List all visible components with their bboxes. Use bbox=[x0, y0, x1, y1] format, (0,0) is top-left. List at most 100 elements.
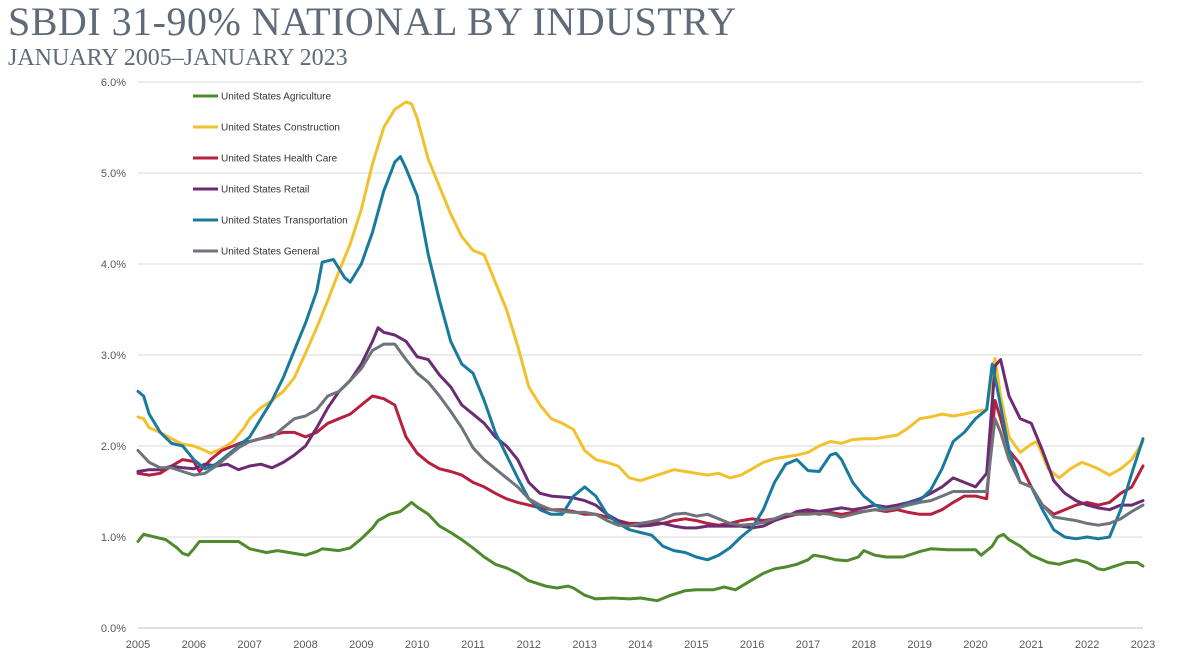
data-point bbox=[712, 589, 714, 591]
data-point bbox=[388, 513, 391, 516]
data-point bbox=[994, 417, 996, 420]
data-point bbox=[343, 276, 346, 279]
data-point bbox=[595, 513, 597, 516]
data-point bbox=[427, 461, 430, 464]
data-point bbox=[315, 427, 318, 429]
data-point bbox=[327, 407, 329, 409]
data-point bbox=[963, 490, 966, 493]
data-point bbox=[349, 379, 352, 382]
data-point bbox=[137, 390, 139, 393]
data-point bbox=[181, 467, 184, 469]
y-tick-label: 5.0% bbox=[101, 168, 126, 180]
x-tick-label: 2023 bbox=[1131, 639, 1155, 651]
data-point bbox=[994, 399, 996, 402]
x-tick-label: 2009 bbox=[349, 639, 373, 651]
data-point bbox=[449, 386, 452, 388]
data-point bbox=[472, 249, 474, 252]
data-point bbox=[516, 501, 519, 504]
x-tick-label: 2010 bbox=[405, 639, 429, 651]
data-point bbox=[999, 358, 1002, 361]
data-point bbox=[544, 585, 547, 587]
data-point bbox=[930, 416, 932, 418]
data-point bbox=[1086, 501, 1088, 504]
data-point bbox=[1030, 422, 1033, 425]
data-point bbox=[572, 428, 575, 431]
data-point bbox=[717, 554, 720, 556]
data-point bbox=[438, 185, 441, 188]
data-point bbox=[226, 456, 229, 458]
data-point bbox=[1142, 565, 1144, 567]
data-point bbox=[628, 477, 631, 479]
data-point bbox=[516, 458, 519, 461]
data-point bbox=[293, 454, 296, 456]
data-point bbox=[684, 518, 686, 520]
data-point bbox=[371, 527, 374, 529]
data-point bbox=[461, 363, 463, 365]
data-point bbox=[394, 108, 396, 111]
data-point bbox=[762, 521, 765, 524]
data-point bbox=[243, 427, 245, 429]
data-point bbox=[773, 457, 776, 460]
data-point bbox=[1142, 437, 1144, 440]
data-point bbox=[1114, 565, 1116, 567]
data-point bbox=[583, 499, 586, 502]
data-point bbox=[829, 508, 832, 511]
data-point bbox=[360, 363, 363, 365]
data-point bbox=[684, 551, 686, 554]
data-point bbox=[796, 513, 798, 516]
data-point bbox=[561, 513, 564, 516]
data-point bbox=[807, 513, 809, 516]
data-point bbox=[930, 513, 932, 516]
data-point bbox=[673, 468, 675, 471]
data-point bbox=[595, 598, 597, 600]
data-point bbox=[204, 449, 206, 452]
data-point bbox=[159, 468, 162, 471]
data-point bbox=[583, 449, 586, 452]
data-point bbox=[695, 589, 698, 591]
legend-item: United States Construction bbox=[193, 123, 340, 134]
legend-item: United States Retail bbox=[193, 185, 309, 196]
data-point bbox=[449, 410, 452, 413]
data-point bbox=[438, 395, 441, 397]
data-point bbox=[438, 374, 441, 376]
x-tick-label: 2022 bbox=[1075, 639, 1099, 651]
data-point bbox=[874, 437, 876, 440]
data-point bbox=[360, 263, 363, 265]
data-point bbox=[148, 427, 150, 429]
data-point bbox=[516, 486, 519, 488]
data-point bbox=[528, 481, 530, 484]
data-point bbox=[1047, 561, 1049, 564]
data-point bbox=[248, 417, 251, 420]
series-line-united-states-general bbox=[136, 342, 1145, 528]
data-point bbox=[438, 299, 441, 302]
data-point bbox=[656, 599, 658, 602]
data-point bbox=[818, 470, 820, 473]
data-point bbox=[327, 299, 329, 302]
gridlines bbox=[138, 81, 1143, 629]
data-point bbox=[985, 490, 988, 493]
y-tick-label: 0.0% bbox=[101, 623, 126, 635]
data-point bbox=[561, 422, 564, 425]
data-point bbox=[606, 516, 608, 518]
data-point bbox=[918, 417, 921, 420]
data-point bbox=[265, 551, 268, 554]
data-point bbox=[997, 390, 999, 393]
data-point bbox=[706, 522, 709, 525]
data-point bbox=[918, 513, 921, 516]
data-point bbox=[483, 254, 486, 256]
data-point bbox=[170, 467, 173, 469]
data-point bbox=[994, 365, 996, 367]
data-point bbox=[221, 540, 223, 543]
data-point bbox=[137, 540, 139, 543]
data-point bbox=[204, 463, 206, 466]
data-point bbox=[248, 548, 251, 550]
data-point bbox=[494, 281, 497, 284]
data-point bbox=[1131, 504, 1133, 506]
data-point bbox=[1131, 486, 1133, 488]
data-point bbox=[304, 352, 307, 355]
data-point bbox=[204, 468, 206, 470]
data-point bbox=[416, 372, 419, 375]
data-point bbox=[650, 476, 653, 478]
data-point bbox=[438, 525, 441, 527]
data-point bbox=[717, 518, 720, 520]
